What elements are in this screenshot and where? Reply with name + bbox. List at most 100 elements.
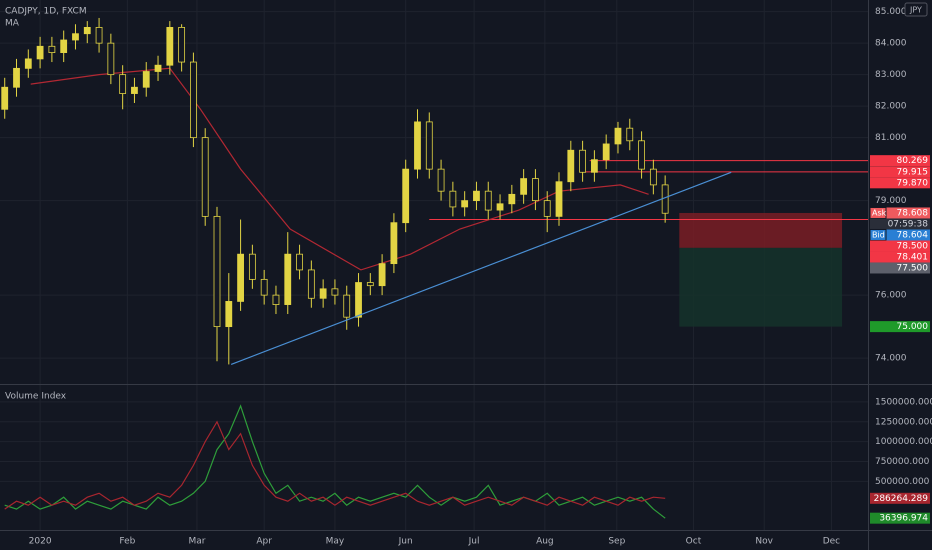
candle-body <box>36 45 44 60</box>
y-tick-label: 81.000 <box>875 133 907 143</box>
candle-body <box>131 86 138 94</box>
candle-body <box>107 42 115 76</box>
y-tick-label: 79.000 <box>875 196 907 206</box>
price-label: 78.608 <box>897 208 929 218</box>
candle-body <box>555 181 563 217</box>
candle-body <box>83 27 91 35</box>
volume-line <box>4 420 666 510</box>
y-tick-label: 74.000 <box>875 354 907 364</box>
candle-body <box>201 137 209 217</box>
candle-body <box>520 178 528 195</box>
candle-body <box>355 282 362 318</box>
y-tick-label: 83.000 <box>875 70 907 80</box>
countdown-box <box>870 218 930 230</box>
price-label: 79.870 <box>897 178 929 188</box>
candle-body <box>72 33 79 41</box>
candle-body <box>331 288 339 296</box>
x-tick-label: Apr <box>256 537 272 547</box>
candle-body <box>508 193 516 205</box>
price-pane <box>1 17 868 365</box>
candle-body <box>461 200 469 208</box>
price-label: 77.500 <box>897 263 929 273</box>
grid <box>0 0 868 530</box>
x-tick-label: Feb <box>119 537 135 547</box>
currency[interactable]: JPY <box>909 6 922 15</box>
x-tick-label: Dec <box>823 537 840 547</box>
candle-body <box>284 253 292 305</box>
price-label-box <box>870 262 930 274</box>
price-label-box <box>870 492 930 504</box>
candle-body <box>414 121 421 170</box>
candle-body <box>190 61 197 139</box>
candle-body <box>166 27 174 66</box>
price-label-box <box>870 177 930 189</box>
candle-body <box>473 190 480 202</box>
candle-body <box>532 178 539 202</box>
candle-body <box>543 200 551 217</box>
price-label: 78.401 <box>897 252 929 262</box>
candle-body <box>24 58 32 69</box>
trend-line <box>230 171 732 365</box>
volume-title: Volume Index <box>5 392 67 402</box>
volume-line <box>4 404 666 519</box>
x-tick-label: Aug <box>536 537 554 547</box>
price-label-box <box>870 207 930 219</box>
zone <box>679 212 843 248</box>
x-tick-label: Mar <box>188 537 205 547</box>
price-label-box <box>870 166 930 178</box>
volume-pane <box>4 404 666 519</box>
candle-body <box>343 294 351 318</box>
y-tick-label: 76.000 <box>875 291 907 301</box>
y-tick-label: 1500000.000 <box>875 397 932 407</box>
price-label-box <box>870 155 930 167</box>
currency-box[interactable] <box>904 2 928 17</box>
candle-body <box>366 282 374 287</box>
y-tick-label: 500000.000 <box>875 477 930 487</box>
candle-body <box>272 294 280 305</box>
candle-body <box>590 159 598 173</box>
price-label-box <box>870 512 930 524</box>
x-tick-label: Jun <box>398 537 413 547</box>
candle-body <box>425 121 433 170</box>
candle-body <box>213 215 221 328</box>
candle-body <box>496 203 504 211</box>
candle-body <box>1 86 9 110</box>
candle-body <box>248 253 256 280</box>
zone <box>679 247 843 327</box>
price-label: 75.000 <box>897 322 929 332</box>
x-tick-label: Nov <box>755 537 773 547</box>
price-label-box <box>870 321 930 333</box>
axes: 74.000 76.000 79.000 81.000 82.000 83.000 84.0… <box>29 7 932 546</box>
candle-body <box>48 45 56 53</box>
y-tick-label: 84.000 <box>875 39 907 49</box>
price-tag: Ask <box>872 208 887 217</box>
candle-body <box>638 140 645 170</box>
candle-body <box>60 39 68 53</box>
candle-body <box>614 127 622 145</box>
price-label: 79.915 <box>897 167 929 177</box>
y-tick-label: 750000.000 <box>875 457 930 467</box>
x-tick-label: May <box>326 537 345 547</box>
y-tick-label: 1000000.000 <box>875 437 932 447</box>
candle-body <box>154 64 162 72</box>
x-tick-label: Jul <box>468 537 480 547</box>
candle-body <box>402 168 410 224</box>
candle-body <box>296 253 303 271</box>
y-tick-label: 82.000 <box>875 102 907 112</box>
candle-body <box>13 67 20 88</box>
candle-body <box>119 74 127 94</box>
candle-body <box>484 190 492 211</box>
price-label-box <box>870 240 930 252</box>
price-label-box <box>870 229 930 241</box>
candle-body <box>178 27 186 63</box>
candle-body <box>378 263 386 287</box>
candle-body <box>579 149 586 173</box>
price-label: 78.604 <box>897 230 929 240</box>
price-label: 78.500 <box>897 241 929 251</box>
y-tick-label: 85.000 <box>875 7 907 17</box>
x-tick-label: 2020 <box>29 537 52 547</box>
candle-body <box>225 301 233 328</box>
indicator-label: MA <box>5 19 20 29</box>
x-tick-label: Sep <box>608 537 625 547</box>
